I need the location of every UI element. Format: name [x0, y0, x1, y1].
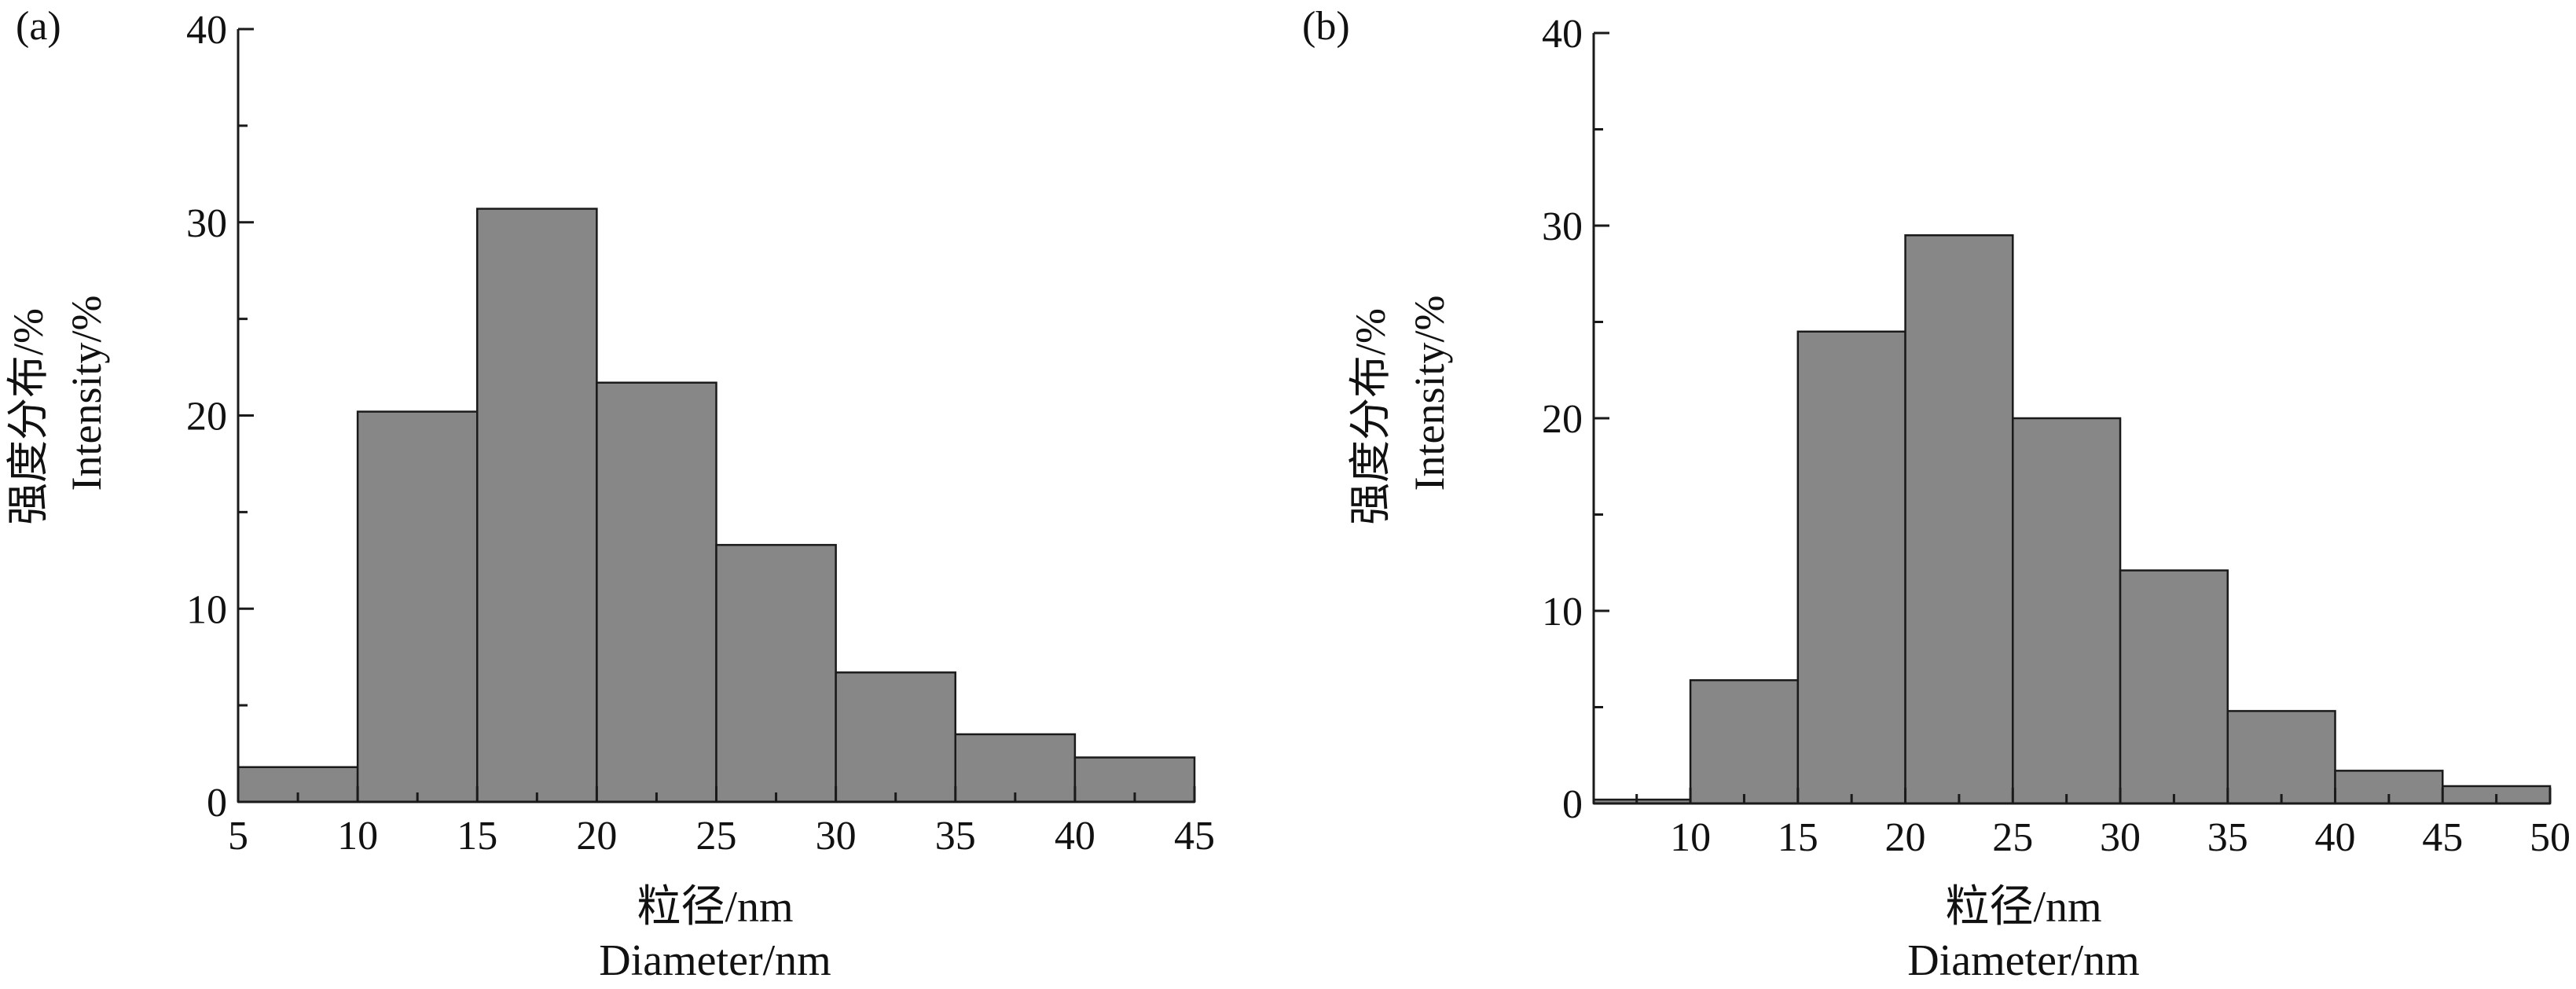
y-tick-label: 40	[1542, 12, 1583, 57]
histogram-chart-a: (a) 0 10 20 30 40 5 10 15 20 25 30 35 40 45 强度分布/% In…	[5, 4, 1215, 985]
y-axis-label-cn: 强度分布/%	[5, 308, 52, 525]
chart-panel-b: (b) 0 10 20 30 40 10 15 20 25 30 35 40 45 50 强度分布/% I…	[1289, 0, 2576, 985]
y-tick-label: 30	[186, 201, 227, 246]
histogram-bar-35-40	[954, 733, 1077, 803]
panel-label: (a)	[16, 4, 61, 49]
histogram-chart-b: (b) 0 10 20 30 40 10 15 20 25 30 35 40 45 50 强度分布/% I…	[1302, 4, 2570, 985]
x-axis-label-cn: 粒径/nm	[1945, 883, 2101, 932]
histogram-bar-20-25	[596, 381, 717, 803]
x-tick-label: 45	[1174, 814, 1215, 858]
bars-group	[1592, 234, 2552, 805]
histogram-bar-20-25	[1904, 234, 2014, 805]
x-tick-label: 25	[696, 814, 737, 858]
histogram-bar-30-35	[2119, 569, 2229, 805]
histogram-bar-15-20	[1796, 330, 1906, 805]
histogram-bar-15-20	[476, 208, 598, 803]
x-axis-label-en: Diameter/nm	[599, 936, 831, 985]
histogram-bar-25-30	[2012, 417, 2122, 805]
y-tick-label: 0	[1562, 782, 1583, 827]
x-tick-label: 5	[228, 814, 248, 858]
y-tick-label: 20	[186, 395, 227, 439]
histogram-bar-30-35	[835, 671, 956, 803]
y-axis-label-en: Intensity/%	[1406, 296, 1453, 491]
y-axis-label-en: Intensity/%	[63, 296, 110, 491]
x-tick-label: 10	[337, 814, 378, 858]
y-tick-label: 40	[186, 8, 227, 53]
y-axis-label-cn: 强度分布/%	[1347, 308, 1394, 525]
x-tick-label: 25	[1992, 815, 2033, 860]
x-tick-label: 15	[1778, 815, 1818, 860]
x-tick-label: 35	[935, 814, 976, 858]
x-tick-label: 30	[816, 814, 857, 858]
y-tick-label: 30	[1542, 204, 1583, 249]
x-axis-label-en: Diameter/nm	[1907, 936, 2139, 985]
histogram-bar-35-40	[2226, 710, 2336, 805]
chart-panel-a: (a) 0 10 20 30 40 5 10 15 20 25 30 35 40 45 强度分布/% In…	[0, 0, 1289, 985]
x-tick-label: 40	[2315, 815, 2356, 860]
x-tick-label: 30	[2100, 815, 2141, 860]
ticks-group: 0 10 20 30 40 5 10 15 20 25 30 35 40 45	[186, 8, 1215, 858]
histogram-bar-10-15	[1689, 678, 1800, 805]
y-tick-label: 20	[1542, 397, 1583, 442]
x-tick-label: 45	[2422, 815, 2463, 860]
panel-label: (b)	[1302, 4, 1350, 49]
x-tick-label: 20	[1885, 815, 1926, 860]
ticks-group: 0 10 20 30 40 10 15 20 25 30 35 40 45 50	[1542, 12, 2570, 860]
y-tick-label: 10	[186, 587, 227, 632]
histogram-bar-25-30	[715, 543, 837, 803]
x-tick-label: 15	[457, 814, 497, 858]
x-axis-label-cn: 粒径/nm	[637, 883, 793, 932]
bars-group	[237, 208, 1196, 803]
x-tick-label: 50	[2530, 815, 2570, 860]
y-tick-label: 0	[207, 781, 227, 825]
x-tick-label: 10	[1670, 815, 1711, 860]
y-tick-label: 10	[1542, 590, 1583, 634]
x-tick-label: 20	[576, 814, 617, 858]
x-tick-label: 35	[2207, 815, 2248, 860]
x-tick-label: 40	[1055, 814, 1095, 858]
histogram-bar-10-15	[356, 410, 479, 803]
